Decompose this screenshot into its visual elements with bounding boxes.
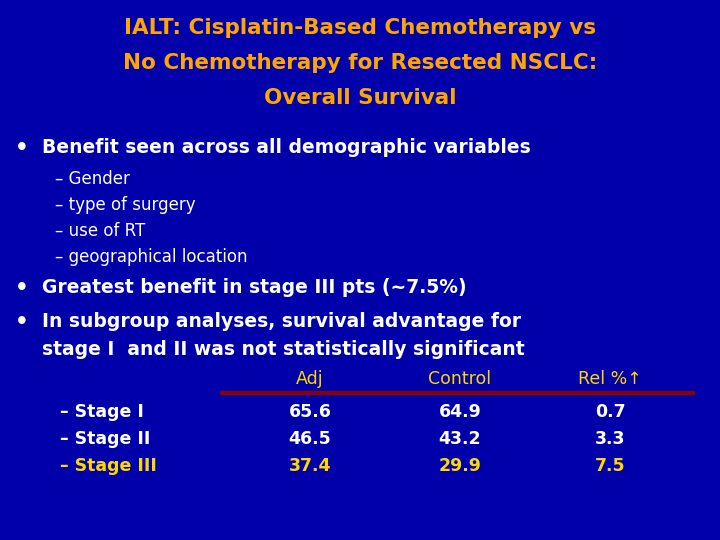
Text: – Stage II: – Stage II xyxy=(60,430,150,448)
Text: Benefit seen across all demographic variables: Benefit seen across all demographic vari… xyxy=(42,138,531,157)
Text: No Chemotherapy for Resected NSCLC:: No Chemotherapy for Resected NSCLC: xyxy=(123,53,597,73)
Text: 43.2: 43.2 xyxy=(438,430,481,448)
Text: 3.3: 3.3 xyxy=(595,430,625,448)
Text: Adj: Adj xyxy=(296,370,324,388)
Text: IALT: Cisplatin-Based Chemotherapy vs: IALT: Cisplatin-Based Chemotherapy vs xyxy=(124,18,596,38)
Text: 37.4: 37.4 xyxy=(289,457,331,475)
Text: In subgroup analyses, survival advantage for: In subgroup analyses, survival advantage… xyxy=(42,312,521,331)
Text: – Stage III: – Stage III xyxy=(60,457,157,475)
Text: Overall Survival: Overall Survival xyxy=(264,88,456,108)
Text: 46.5: 46.5 xyxy=(289,430,331,448)
Text: 65.6: 65.6 xyxy=(289,403,331,421)
Text: •: • xyxy=(15,278,29,298)
Text: – Gender: – Gender xyxy=(55,170,130,188)
Text: stage I  and II was not statistically significant: stage I and II was not statistically sig… xyxy=(42,340,525,359)
Text: •: • xyxy=(15,312,29,332)
Text: 64.9: 64.9 xyxy=(438,403,482,421)
Text: 0.7: 0.7 xyxy=(595,403,625,421)
Text: – Stage I: – Stage I xyxy=(60,403,144,421)
Text: Rel %↑: Rel %↑ xyxy=(578,370,642,388)
Text: 29.9: 29.9 xyxy=(438,457,482,475)
Text: Control: Control xyxy=(428,370,492,388)
Text: •: • xyxy=(15,138,29,158)
Text: 7.5: 7.5 xyxy=(595,457,625,475)
Text: Greatest benefit in stage III pts (~7.5%): Greatest benefit in stage III pts (~7.5%… xyxy=(42,278,467,297)
Text: – geographical location: – geographical location xyxy=(55,248,248,266)
Text: – use of RT: – use of RT xyxy=(55,222,145,240)
Text: – type of surgery: – type of surgery xyxy=(55,196,196,214)
